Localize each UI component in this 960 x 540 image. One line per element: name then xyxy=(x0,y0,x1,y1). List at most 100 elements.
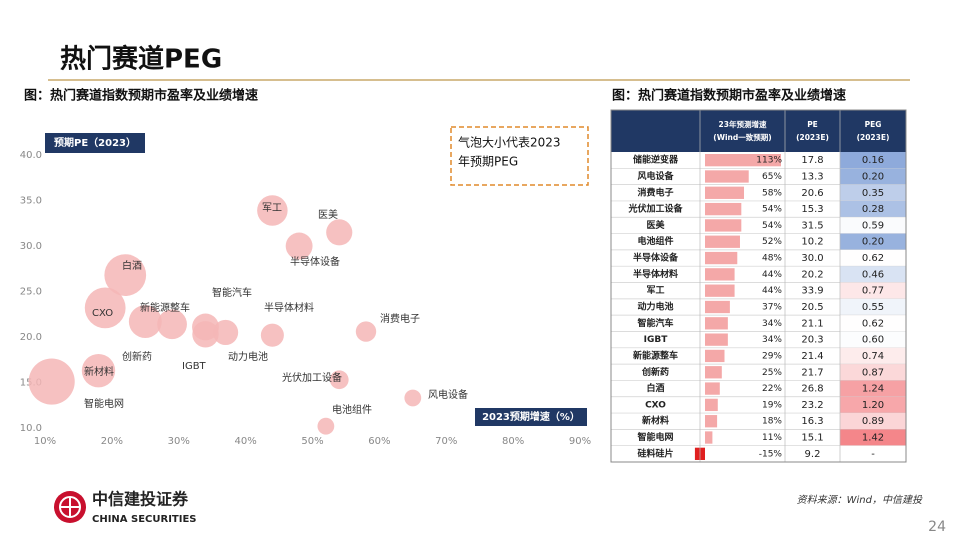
row-name: 医美 xyxy=(646,219,665,231)
bubble-label: 创新药 xyxy=(122,350,152,363)
growth-label: 113% xyxy=(756,156,782,166)
company-en: CHINA SECURITIES xyxy=(92,514,197,525)
growth-bar xyxy=(705,382,720,395)
row-name: 动力电池 xyxy=(637,301,673,313)
bubble-label: 白酒 xyxy=(122,259,142,272)
pe-value: 17.8 xyxy=(801,155,823,166)
growth-label: 19% xyxy=(762,400,782,410)
bubble xyxy=(326,219,353,246)
x-axis-label: 2023预期增速（%） xyxy=(482,410,580,423)
peg-value: 0.62 xyxy=(862,253,884,264)
peg-value: 0.35 xyxy=(862,188,884,199)
peg-value: - xyxy=(871,449,875,460)
growth-label: 34% xyxy=(762,319,782,329)
peg-value: 0.20 xyxy=(862,171,884,182)
source: 资料来源：Wind，中信建投 xyxy=(797,494,923,506)
row-name: 白酒 xyxy=(646,382,664,394)
peg-value: 1.24 xyxy=(862,384,884,395)
growth-label: 44% xyxy=(762,270,782,280)
growth-bar xyxy=(705,300,730,314)
pe-value: 15.1 xyxy=(801,433,823,444)
bubble-label: 消费电子 xyxy=(380,312,420,325)
growth-bar xyxy=(705,333,728,346)
peg-value: 1.20 xyxy=(862,400,884,411)
annotation-box xyxy=(450,126,589,186)
row-name: 新材料 xyxy=(642,415,669,427)
peg-value: 0.59 xyxy=(862,220,884,231)
pe-value: 31.5 xyxy=(801,220,823,231)
growth-bar xyxy=(705,431,713,444)
pe-value: 21.4 xyxy=(801,351,823,362)
bubble-label: 军工 xyxy=(262,202,282,214)
peg-cell xyxy=(840,429,906,446)
peg-value: 0.60 xyxy=(862,335,884,346)
growth-label: 29% xyxy=(762,351,782,361)
growth-label: 54% xyxy=(762,221,782,231)
peg-value: 0.87 xyxy=(862,367,884,378)
growth-bar xyxy=(705,154,781,167)
peg-cell xyxy=(840,184,906,201)
bubble-label: 光伏加工设备 xyxy=(282,371,342,384)
peg-cell xyxy=(840,200,906,218)
growth-label: 48% xyxy=(762,254,782,264)
bubble-label: CXO xyxy=(92,308,113,319)
growth-bar xyxy=(705,284,735,297)
annotation: 年预期PEG xyxy=(458,155,518,169)
peg-cell xyxy=(840,396,906,414)
caption: 图：热门赛道指数预期市盈率及业绩增速 xyxy=(612,88,846,104)
y-tick-label: 25.0 xyxy=(20,287,42,298)
y-label-box xyxy=(45,133,145,153)
row-name: 消费电子 xyxy=(637,186,673,198)
slide-title: 热门赛道PEG xyxy=(60,44,222,75)
peg-cell xyxy=(840,347,906,365)
y-tick-label: 20.0 xyxy=(20,332,42,343)
growth-bar xyxy=(705,186,745,199)
x-tick-label: 80% xyxy=(502,436,524,447)
bubble xyxy=(128,305,162,338)
growth-bar xyxy=(705,235,740,248)
growth-bar xyxy=(705,317,728,330)
growth-label: 18% xyxy=(762,417,782,427)
page-number: 24 xyxy=(928,519,946,535)
column-header: PE xyxy=(807,120,818,129)
table-border xyxy=(610,109,907,463)
peg-cell xyxy=(840,364,906,381)
x-tick-label: 40% xyxy=(235,436,257,447)
bubble xyxy=(212,319,239,346)
y-tick-label: 10.0 xyxy=(20,423,42,434)
x-tick-label: 90% xyxy=(569,436,591,447)
growth-label: 22% xyxy=(762,384,782,394)
pe-value: 23.2 xyxy=(801,400,823,411)
caption: 图：热门赛道指数预期市盈率及业绩增速 xyxy=(24,88,258,104)
row-name: 硅料硅片 xyxy=(637,447,673,459)
x-tick-label: 30% xyxy=(168,436,190,447)
peg-value: 1.42 xyxy=(862,433,884,444)
growth-label: 25% xyxy=(762,368,782,378)
column-header: (Wind一致预期) xyxy=(713,132,771,142)
growth-label: 44% xyxy=(762,286,782,296)
row-name: 智能电网 xyxy=(637,431,673,443)
pe-value: 20.2 xyxy=(801,269,823,280)
x-tick-label: 60% xyxy=(368,436,390,447)
bubble xyxy=(28,358,75,405)
pe-value: 26.8 xyxy=(801,384,823,395)
row-name: 风电设备 xyxy=(637,170,674,182)
x-tick-label: 70% xyxy=(435,436,457,447)
y-tick-label: 30.0 xyxy=(20,241,42,252)
bubble-label: 半导体材料 xyxy=(264,301,314,314)
peg-cell xyxy=(840,282,906,299)
pe-value: 21.7 xyxy=(801,367,823,378)
peg-cell xyxy=(840,168,906,185)
peg-value: 0.28 xyxy=(862,204,884,215)
peg-value: 0.62 xyxy=(862,318,884,329)
bubble-label: 新材料 xyxy=(84,365,114,378)
growth-label: 54% xyxy=(762,205,782,215)
column-header: 23年预测增速 xyxy=(719,119,767,129)
y-tick-label: 40.0 xyxy=(20,150,42,161)
row-name: 光伏加工设备 xyxy=(627,203,683,215)
growth-label: 34% xyxy=(762,335,782,345)
peg-value: 0.20 xyxy=(862,237,884,248)
bubble-label: 智能电网 xyxy=(84,397,124,410)
bubble-label: 新能源整车 xyxy=(140,301,190,314)
pe-value: 15.3 xyxy=(801,204,823,215)
